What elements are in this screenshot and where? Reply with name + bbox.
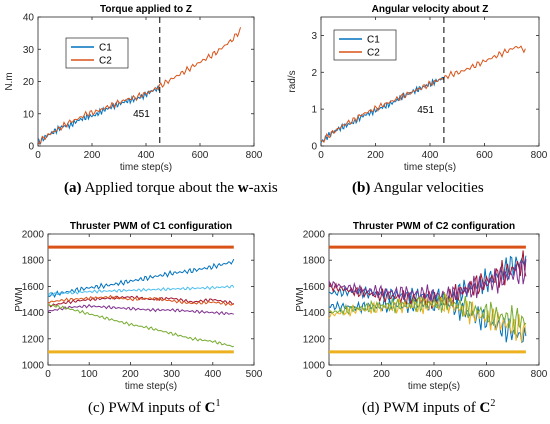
- y-tick-label: 3: [311, 31, 317, 42]
- y-tick-label: 30: [23, 45, 35, 56]
- y-tick-label: 40: [23, 13, 35, 24]
- caption-a-letter: (a): [64, 180, 82, 196]
- caption-d-letter: (d): [362, 400, 380, 416]
- x-tick-label: 200: [373, 369, 390, 380]
- y-tick-label: 1400: [22, 308, 45, 319]
- y-axis-label: N.m: [4, 72, 15, 90]
- y-tick-label: 0: [28, 142, 34, 153]
- y-tick-label: 2000: [22, 230, 45, 241]
- x-tick-label: 500: [246, 369, 263, 380]
- y-tick-label: 1600: [22, 282, 45, 293]
- caption-a: (a) Applied torque about the w-axis: [64, 180, 278, 197]
- caption-a-text: Applied torque about the: [84, 180, 238, 196]
- caption-c-letter: (c): [88, 400, 105, 416]
- series-line: [328, 293, 527, 343]
- x-tick-label: 200: [367, 150, 384, 161]
- x-tick-label: 400: [422, 150, 439, 161]
- caption-c-sup: 1: [215, 398, 221, 409]
- annotation-label: 451: [417, 105, 434, 116]
- series-line: [328, 259, 527, 305]
- y-tick-label: 20: [23, 77, 35, 88]
- chart-1: 0 200 400 600 800 0 1 2 3 Angular velocity about …: [287, 4, 548, 173]
- plot-area: [37, 16, 255, 147]
- y-tick-label: 1200: [22, 334, 45, 345]
- y-axis-label: rad/s: [287, 70, 298, 92]
- y-tick-label: 1600: [303, 282, 326, 293]
- caption-c-bold: C: [204, 400, 216, 416]
- annotation-label: 451: [133, 109, 150, 120]
- y-tick-label: 1000: [303, 361, 326, 372]
- chart-3: 0 200 400 600 800 1000 1200 1400 1600 1800 2000 Thr…: [295, 221, 548, 392]
- legend-box: [333, 29, 397, 61]
- chart-2: 0 100 200 300 400 500 1000 1200 1400 1600 1800 2000…: [14, 221, 263, 392]
- x-tick-label: 400: [426, 369, 443, 380]
- y-tick-label: 1400: [303, 308, 326, 319]
- series-line: [37, 84, 160, 146]
- series-line: [47, 303, 235, 348]
- series-line: [320, 45, 526, 144]
- caption-d-bold: C: [479, 400, 491, 416]
- y-tick-label: 1800: [22, 256, 45, 267]
- caption-b-letter: (b): [352, 180, 371, 196]
- x-tick-label: 400: [138, 150, 155, 161]
- series-line: [47, 303, 234, 316]
- caption-d-sup: 2: [490, 398, 496, 409]
- x-tick-label: 200: [122, 369, 139, 380]
- series-line: [37, 27, 241, 145]
- x-tick-label: 0: [35, 150, 41, 161]
- x-tick-label: 600: [478, 369, 495, 380]
- legend-label: C1: [99, 43, 112, 54]
- x-axis-label: time step(s): [404, 162, 456, 173]
- y-tick-label: 1800: [303, 256, 326, 267]
- legend-label: C2: [367, 48, 380, 59]
- x-tick-label: 800: [531, 150, 548, 161]
- chart-title: Thruster PWM of C1 configuration: [70, 221, 232, 232]
- caption-c: (c) PWM inputs of C1: [88, 398, 221, 417]
- y-axis-label: PWM: [295, 287, 306, 311]
- series-line: [47, 294, 234, 307]
- chart-0: 0 200 400 600 800 0 10 20 30 40 Torque applied to …: [4, 4, 263, 173]
- y-tick-label: 1200: [303, 334, 326, 345]
- series-line: [47, 258, 235, 299]
- caption-a-tail: -axis: [248, 180, 278, 196]
- y-tick-label: 0: [311, 142, 317, 153]
- y-tick-label: 2: [311, 68, 317, 79]
- chart-title: Angular velocity about Z: [372, 4, 489, 15]
- chart-title: Torque applied to Z: [100, 4, 192, 15]
- caption-d: (d) PWM inputs of C2: [362, 398, 495, 417]
- x-axis-label: time step(s): [125, 381, 177, 392]
- y-axis-label: PWM: [14, 287, 25, 311]
- x-tick-label: 400: [204, 369, 221, 380]
- x-tick-label: 600: [476, 150, 493, 161]
- x-tick-label: 300: [163, 369, 180, 380]
- caption-b: (b) Angular velocities: [352, 180, 484, 197]
- series-line: [47, 284, 235, 296]
- x-tick-label: 0: [318, 150, 324, 161]
- x-tick-label: 0: [45, 369, 51, 380]
- legend-box: [65, 37, 129, 69]
- x-tick-label: 200: [84, 150, 101, 161]
- y-tick-label: 1000: [22, 361, 45, 372]
- legend-label: C2: [99, 56, 112, 67]
- caption-d-text: PWM inputs of: [383, 400, 480, 416]
- plot-area: [328, 233, 540, 366]
- y-tick-label: 10: [23, 109, 35, 120]
- caption-c-text: PWM inputs of: [108, 400, 205, 416]
- y-tick-label: 2000: [303, 230, 326, 241]
- caption-b-text: Angular velocities: [373, 180, 484, 196]
- chart-title: Thruster PWM of C2 configuration: [353, 221, 515, 232]
- x-tick-label: 600: [192, 150, 209, 161]
- x-tick-label: 100: [81, 369, 98, 380]
- x-tick-label: 800: [246, 150, 263, 161]
- x-axis-label: time step(s): [120, 162, 172, 173]
- x-axis-label: time step(s): [408, 381, 460, 392]
- caption-a-bold: w: [237, 180, 249, 196]
- series-line: [328, 292, 527, 335]
- legend-label: C1: [367, 35, 380, 46]
- x-tick-label: 800: [531, 369, 548, 380]
- y-tick-label: 1: [311, 105, 317, 116]
- x-tick-label: 0: [326, 369, 332, 380]
